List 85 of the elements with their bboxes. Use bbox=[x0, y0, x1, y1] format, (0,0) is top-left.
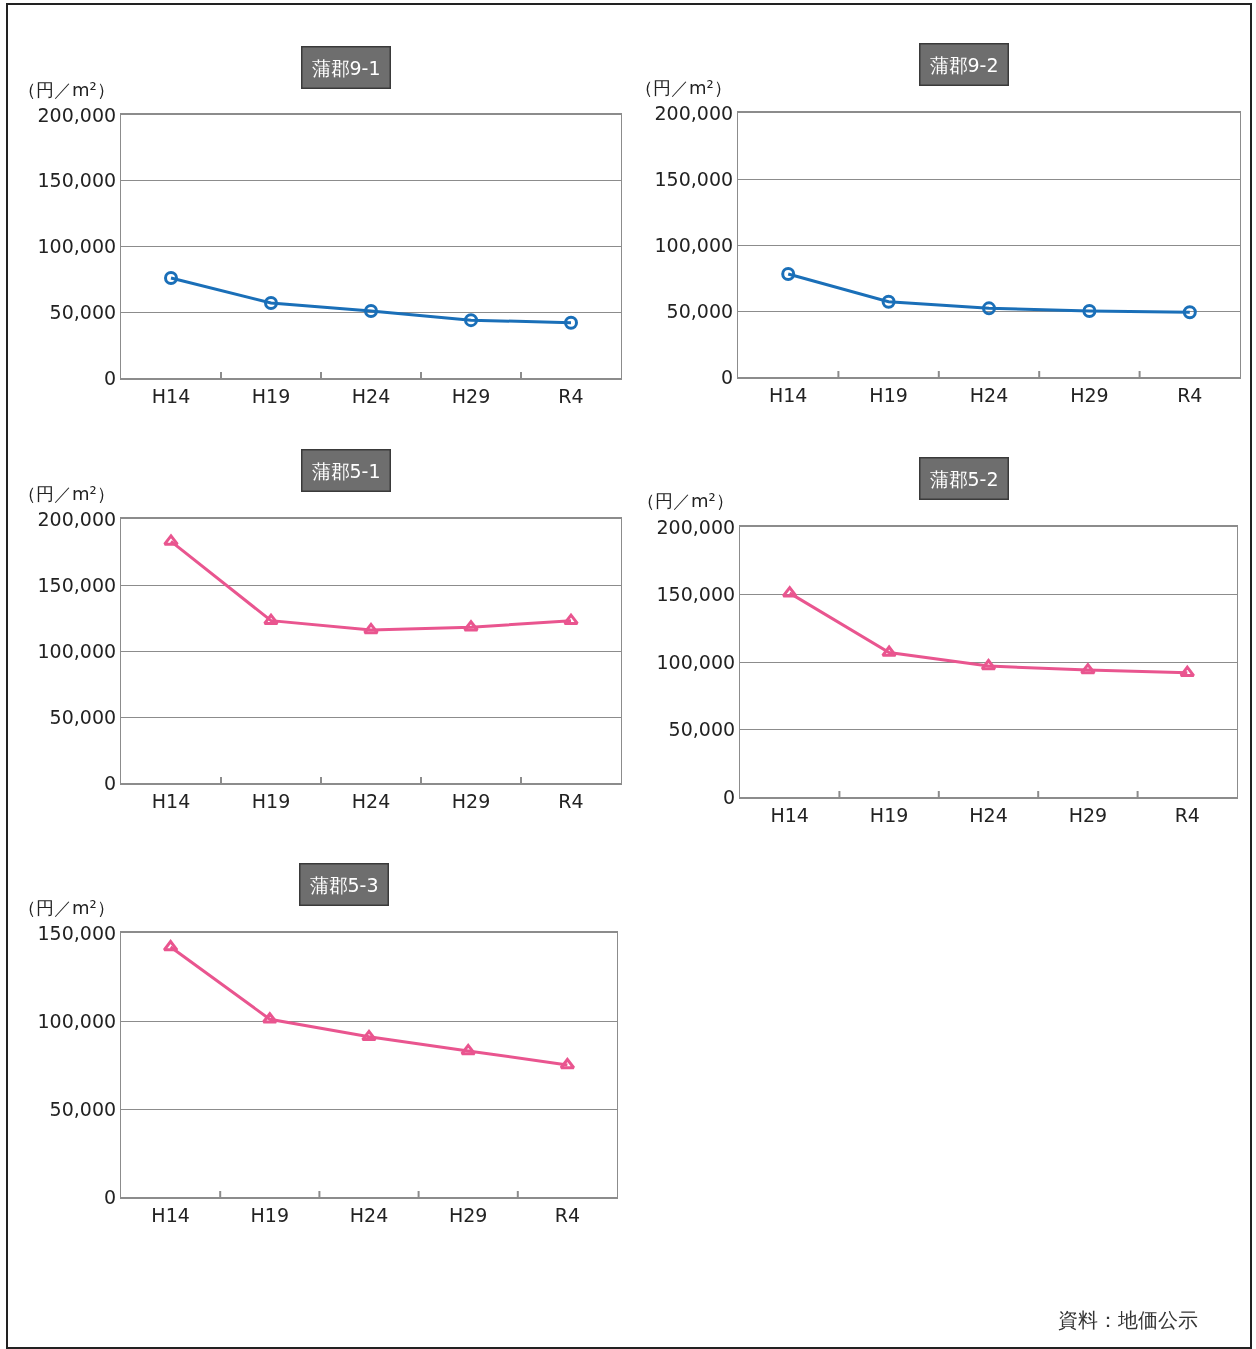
chart-title: 蒲郡9-1 bbox=[311, 56, 381, 79]
point bbox=[980, 659, 997, 671]
y-tick-label: 0 bbox=[721, 365, 734, 388]
y-tick-label: 0 bbox=[104, 771, 117, 794]
x-tick-label: H14 bbox=[151, 789, 191, 812]
point bbox=[1179, 665, 1196, 678]
x-tick-label: H24 bbox=[969, 383, 1009, 406]
x-tick-label: R4 bbox=[554, 1203, 581, 1226]
y-tick-label: 150,000 bbox=[37, 921, 117, 944]
chart-title: 蒲郡5-2 bbox=[929, 467, 999, 490]
y-axis-title: （円／m²） bbox=[18, 79, 115, 100]
x-tick-label: H29 bbox=[1070, 383, 1109, 406]
x-tick-label: H14 bbox=[768, 383, 808, 406]
point bbox=[564, 315, 578, 330]
y-tick-label: 150,000 bbox=[654, 167, 734, 190]
y-tick-label: 200,000 bbox=[37, 103, 117, 126]
point bbox=[363, 622, 379, 635]
y-tick-label: 100,000 bbox=[37, 235, 117, 258]
y-axis-title: （円／m²） bbox=[637, 490, 734, 511]
y-tick-label: 200,000 bbox=[37, 507, 117, 530]
x-tick-label: H24 bbox=[351, 384, 391, 407]
x-tick-label: H24 bbox=[351, 789, 391, 812]
x-tick-label: H24 bbox=[969, 803, 1008, 826]
x-tick-label: R4 bbox=[1174, 803, 1200, 826]
chart-title: 蒲郡9-2 bbox=[929, 53, 999, 76]
point bbox=[261, 1012, 278, 1024]
y-tick-label: 0 bbox=[104, 1185, 117, 1208]
point bbox=[781, 586, 798, 598]
point bbox=[364, 303, 378, 318]
y-tick-label: 100,000 bbox=[656, 650, 736, 673]
point bbox=[1182, 305, 1197, 320]
y-tick-label: 50,000 bbox=[49, 300, 117, 323]
point bbox=[361, 1029, 377, 1042]
point bbox=[1082, 304, 1097, 318]
y-tick-label: 200,000 bbox=[656, 515, 736, 538]
x-tick-label: H29 bbox=[451, 384, 491, 407]
x-tick-label: H19 bbox=[869, 803, 909, 826]
point bbox=[463, 620, 479, 632]
y-tick-label: 150,000 bbox=[656, 583, 736, 606]
x-tick-label: H14 bbox=[151, 384, 191, 407]
x-tick-label: H29 bbox=[448, 1203, 488, 1226]
point bbox=[464, 313, 478, 328]
point bbox=[164, 271, 178, 286]
point bbox=[559, 1058, 576, 1070]
chart-title: 蒲郡5-3 bbox=[309, 873, 379, 896]
y-tick-label: 50,000 bbox=[668, 718, 736, 741]
y-tick-label: 100,000 bbox=[37, 1009, 117, 1032]
y-axis-title: （円／m²） bbox=[18, 897, 115, 918]
y-tick-label: 50,000 bbox=[49, 1097, 117, 1120]
y-tick-label: 0 bbox=[723, 785, 736, 808]
point bbox=[781, 267, 796, 282]
y-tick-label: 0 bbox=[104, 366, 117, 389]
point bbox=[264, 296, 278, 311]
chart-title: 蒲郡5-1 bbox=[311, 459, 381, 482]
point bbox=[163, 534, 179, 546]
x-tick-label: H19 bbox=[869, 383, 908, 406]
x-tick-label: R4 bbox=[1177, 383, 1203, 406]
y-tick-label: 150,000 bbox=[37, 169, 117, 192]
x-tick-label: H14 bbox=[151, 1203, 190, 1226]
point bbox=[881, 645, 897, 657]
y-tick-label: 100,000 bbox=[37, 639, 117, 662]
x-tick-label: R4 bbox=[558, 384, 584, 407]
y-tick-label: 50,000 bbox=[49, 705, 117, 728]
point bbox=[1080, 663, 1096, 675]
x-tick-label: H19 bbox=[251, 384, 291, 407]
y-tick-label: 100,000 bbox=[654, 233, 734, 256]
y-tick-label: 150,000 bbox=[37, 573, 117, 596]
point bbox=[162, 940, 179, 952]
x-tick-label: R4 bbox=[558, 789, 584, 812]
y-axis-title: （円／m²） bbox=[635, 77, 732, 98]
x-tick-label: H19 bbox=[250, 1203, 290, 1226]
y-tick-label: 200,000 bbox=[654, 101, 734, 124]
point bbox=[881, 294, 896, 309]
point bbox=[563, 613, 579, 625]
x-tick-label: H14 bbox=[770, 803, 809, 826]
point bbox=[982, 301, 996, 316]
text: 資料：地価公示 bbox=[1058, 1308, 1198, 1332]
x-tick-label: H29 bbox=[451, 789, 491, 812]
point bbox=[263, 613, 279, 625]
y-tick-label: 50,000 bbox=[666, 299, 734, 322]
x-tick-label: H24 bbox=[349, 1203, 389, 1226]
y-axis-title: （円／m²） bbox=[18, 483, 115, 504]
x-tick-label: H29 bbox=[1068, 803, 1108, 826]
point bbox=[460, 1043, 477, 1056]
x-tick-label: H19 bbox=[251, 789, 291, 812]
